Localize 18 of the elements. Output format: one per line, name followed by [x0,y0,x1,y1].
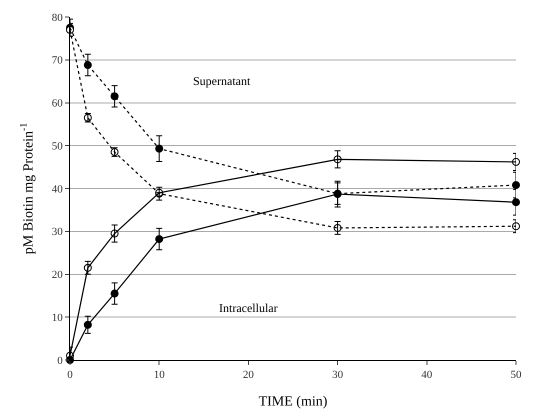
annotation: Supernatant [193,74,251,88]
x-tick-label: 40 [421,369,433,382]
y-tick-label: 40 [52,183,64,196]
y-tick-label: 10 [52,312,64,324]
y-tick-label: 20 [52,269,64,282]
x-tick-label: 10 [154,369,166,382]
x-tick-label: 30 [332,369,344,382]
y-tick-label: 50 [52,140,64,152]
annotation: Intracellular [219,301,278,315]
x-tick-label: 50 [510,369,522,382]
y-tick-label: 0 [57,354,64,367]
y-tick-label: 80 [52,12,64,24]
x-tick-label: 0 [67,369,74,382]
y-tick-label: 30 [52,226,64,238]
y-tick-label: 60 [52,98,64,110]
y-tick-label: 70 [52,54,64,67]
x-tick-label: 20 [242,369,254,382]
x-axis-title: TIME (min) [258,394,328,410]
